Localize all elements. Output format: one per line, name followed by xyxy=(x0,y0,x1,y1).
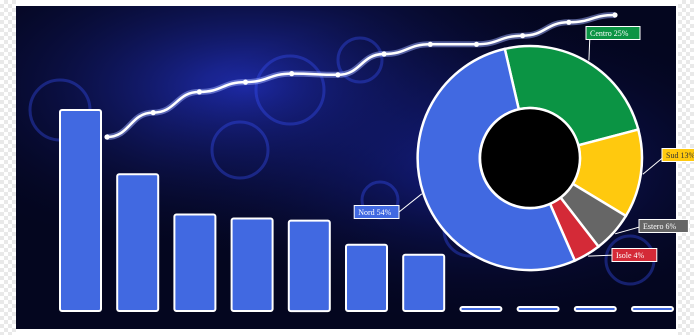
bar-2 xyxy=(116,173,160,312)
line-point-3 xyxy=(196,89,202,95)
donut-label-leader xyxy=(398,193,423,213)
line-point-6 xyxy=(335,72,341,78)
donut-label-2: Sud 13% xyxy=(642,148,694,175)
line-point-8 xyxy=(427,41,433,47)
bar-10 xyxy=(573,306,617,312)
donut-label-1: Centro 25% xyxy=(585,26,641,61)
donut-label-text: Isole 4% xyxy=(616,251,645,260)
donut-hole xyxy=(478,106,582,210)
line-point-7 xyxy=(381,51,387,57)
donut-label-text: Estero 6% xyxy=(643,222,676,231)
line-point-4 xyxy=(242,79,249,85)
donut-label-text: Nord 54% xyxy=(358,208,391,217)
donut-label-box xyxy=(611,248,658,262)
line-point-9 xyxy=(473,41,480,47)
line-point-5 xyxy=(289,71,295,77)
donut-label-box xyxy=(585,26,641,40)
donut-chart: Centro 25% Sud 13% Estero 6% Isole 4% Nord 5… xyxy=(353,26,694,272)
line-point-11 xyxy=(566,19,572,25)
donut-label-leader xyxy=(588,254,617,257)
donut-label-3: Estero 6% xyxy=(614,219,689,235)
donut-label-box xyxy=(638,219,689,233)
bar-series xyxy=(59,109,674,313)
bar-9 xyxy=(516,306,560,312)
bar-6 xyxy=(345,243,388,312)
bar-8 xyxy=(459,306,503,312)
donut-label-box xyxy=(661,148,694,162)
donut-label-5: Nord 54% xyxy=(353,193,423,219)
donut-label-leader xyxy=(614,225,644,235)
transparent-border-right xyxy=(678,0,694,335)
line-series xyxy=(104,12,618,140)
donut-label-box xyxy=(353,205,400,219)
line-point-10 xyxy=(520,33,526,39)
bar-7 xyxy=(402,253,446,312)
donut-label-text: Centro 25% xyxy=(590,29,629,38)
donut-label-4: Isole 4% xyxy=(588,248,658,262)
line-point-2 xyxy=(150,110,156,116)
bar-3 xyxy=(173,213,217,312)
line-point-1 xyxy=(104,134,110,140)
donut-label-text: Sud 13% xyxy=(666,151,694,160)
bar-1 xyxy=(59,109,102,312)
bar-11 xyxy=(631,306,674,312)
line-point-12 xyxy=(612,12,618,18)
bar-4 xyxy=(230,217,274,312)
transparent-border-left xyxy=(0,0,16,335)
bar-5 xyxy=(287,219,331,313)
